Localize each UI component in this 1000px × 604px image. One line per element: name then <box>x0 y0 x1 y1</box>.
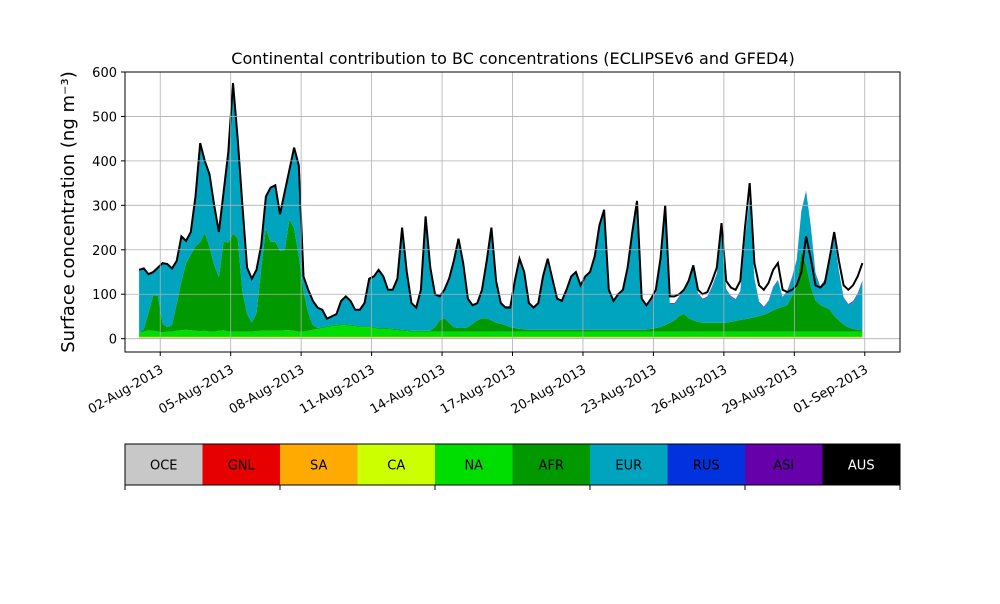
y-tick-label: 500 <box>92 110 117 125</box>
y-tick-label: 100 <box>92 288 117 303</box>
legend-label-rus: RUS <box>693 459 720 474</box>
legend-label-afr: AFR <box>539 459 564 474</box>
y-tick-label: 0 <box>109 333 117 348</box>
legend-label-asi: ASI <box>773 459 794 474</box>
legend-label-ca: CA <box>387 459 405 474</box>
area-sa <box>139 337 862 338</box>
y-tick-label: 200 <box>92 244 117 259</box>
y-tick-label: 400 <box>92 155 117 170</box>
legend-label-eur: EUR <box>615 459 642 474</box>
legend-colorbar: OCE GNL SA CA NA AFR EUR RUS ASI AUS <box>125 444 900 490</box>
y-tick-label: 600 <box>92 66 117 81</box>
legend-label-sa: SA <box>310 459 327 474</box>
chart-title: Continental contribution to BC concentra… <box>231 49 794 68</box>
legend-label-oce: OCE <box>150 459 178 474</box>
legend-label-na: NA <box>464 459 483 474</box>
y-axis-label: Surface concentration (ng m⁻³) <box>58 71 79 353</box>
y-tick-label: 300 <box>92 199 117 214</box>
legend-label-gnl: GNL <box>228 459 256 474</box>
legend-label-aus: AUS <box>848 459 875 474</box>
